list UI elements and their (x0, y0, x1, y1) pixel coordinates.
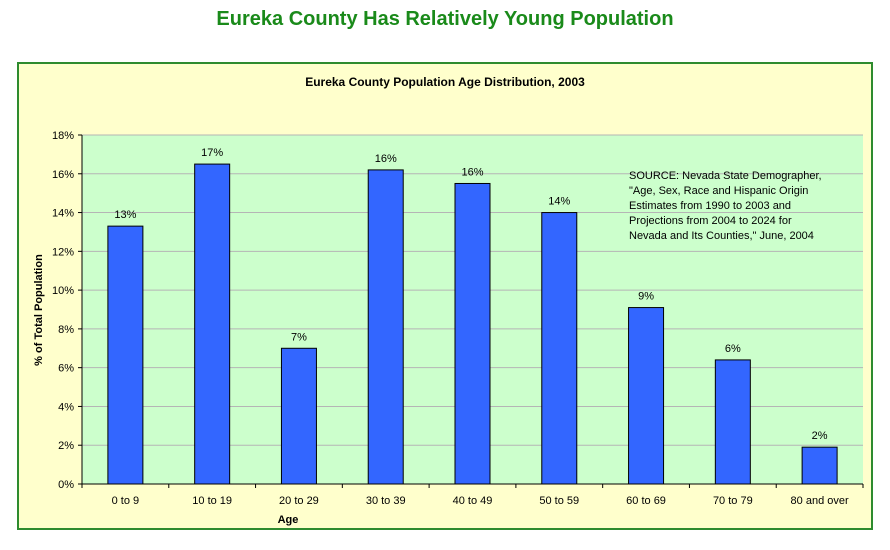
bar-30-to-39 (367, 169, 404, 485)
x-tick-label: 40 to 49 (453, 495, 493, 507)
x-tick-label: 0 to 9 (112, 495, 140, 507)
y-tick-label: 18% (52, 130, 74, 142)
data-labels: 13% 17% 7% 16% 16% 14% 9% 6% 2% (114, 147, 827, 442)
bar-50-to-59 (541, 212, 578, 485)
y-tick-label: 6% (58, 363, 74, 375)
data-label: 16% (375, 153, 397, 165)
y-tick-label: 0% (58, 479, 74, 491)
page-title: Eureka County Has Relatively Young Popul… (216, 8, 674, 30)
y-tick-label: 14% (52, 208, 74, 220)
source-note: SOURCE: Nevada State Demographer, "Age, … (629, 170, 822, 242)
x-axis-title: Age (278, 514, 299, 526)
bar-10-to-19 (194, 163, 231, 485)
bar-20-to-29 (280, 347, 317, 485)
bar-60-to-69 (628, 307, 665, 485)
y-tick-label: 8% (58, 324, 74, 336)
x-tick-label: 50 to 59 (539, 495, 579, 507)
data-label: 6% (725, 343, 741, 355)
data-label: 2% (812, 430, 828, 442)
y-tick-label: 12% (52, 246, 74, 258)
data-label: 7% (291, 331, 307, 343)
x-axis-ticks: 0 to 9 10 to 19 20 to 29 30 to 39 40 to 49 50… (81, 484, 864, 507)
data-label: 14% (548, 196, 570, 208)
y-tick-label: 16% (52, 169, 74, 181)
bar-80-and-over (801, 446, 838, 485)
bar-40-to-49 (454, 182, 491, 485)
x-tick-label: 10 to 19 (192, 495, 232, 507)
data-label: 17% (201, 147, 223, 159)
x-tick-label: 70 to 79 (713, 495, 753, 507)
y-tick-label: 10% (52, 285, 74, 297)
y-tick-label: 4% (58, 401, 74, 413)
chart-title: Eureka County Population Age Distributio… (305, 75, 585, 89)
bar-0-to-9 (107, 225, 144, 485)
bar-70-to-79 (714, 359, 751, 485)
y-tick-label: 2% (58, 440, 74, 452)
y-axis-ticks: 0% 2% 4% 6% 8% 10% 12% 14% 16% 18% (52, 130, 82, 491)
x-tick-label: 80 and over (791, 495, 849, 507)
data-label: 13% (114, 209, 136, 221)
x-tick-label: 60 to 69 (626, 495, 666, 507)
x-tick-label: 20 to 29 (279, 495, 319, 507)
data-label: 9% (638, 291, 654, 303)
data-label: 16% (461, 166, 483, 178)
bars (107, 163, 838, 485)
y-axis-title: % of Total Population (33, 254, 45, 366)
x-tick-label: 30 to 39 (366, 495, 406, 507)
